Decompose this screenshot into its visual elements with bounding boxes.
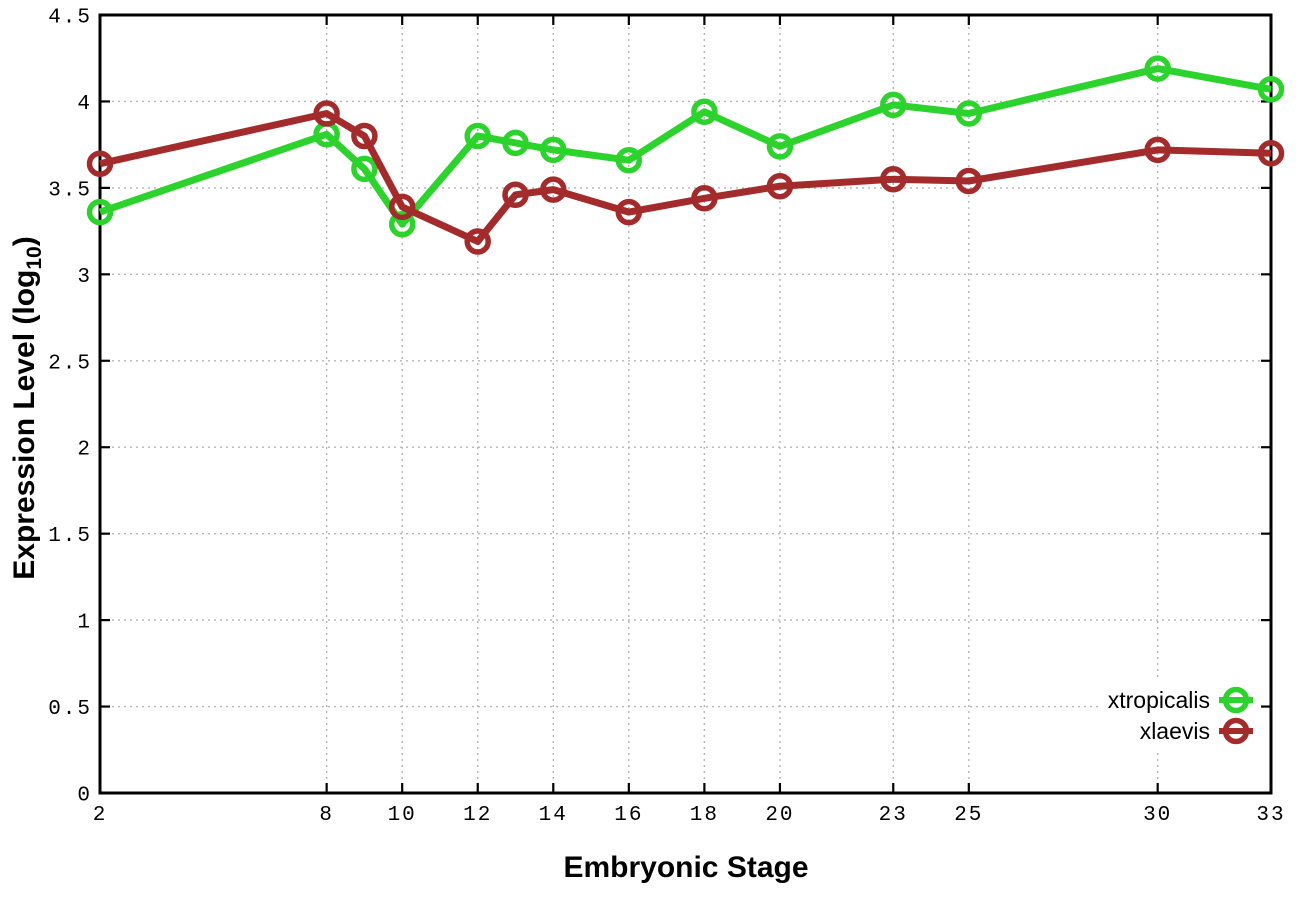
data-point-xtropicalis [1257, 76, 1285, 103]
data-point-xlaevis [502, 181, 529, 209]
x-tick-label: 14 [539, 804, 568, 827]
x-tick-label: 8 [319, 804, 334, 827]
x-tick-label: 33 [1256, 804, 1285, 827]
data-point-xtropicalis [351, 155, 378, 183]
y-tick-label: 3.5 [48, 179, 92, 202]
plot-border [98, 13, 1273, 795]
x-tick-label: 25 [954, 804, 983, 827]
data-point-xlaevis [880, 165, 907, 193]
y-tick-label: 0.5 [48, 698, 92, 721]
legend-sample-marker-xtropicalis [1222, 686, 1250, 714]
series-line-xlaevis [99, 110, 1272, 245]
x-tick-label: 10 [388, 804, 417, 827]
y-tick-label: 1 [77, 612, 92, 635]
data-point-xtropicalis [540, 136, 567, 164]
y-tick-label: 2 [77, 439, 92, 462]
x-tick-label: 18 [690, 804, 719, 827]
data-point-xtropicalis [615, 146, 643, 174]
data-point-xlaevis [955, 167, 983, 195]
y-axis-title: Expression Level (log10) [8, 236, 46, 579]
data-point-xtropicalis [464, 122, 491, 150]
y-tick-label: 2.5 [48, 352, 92, 375]
chart-generated-layers: 2 8 10 12 14 16 18 20 23 25 30 33 0 0.5 1 1.5 2 2.5 3 3.5 4 4… [48, 7, 1285, 827]
data-point-xtropicalis [766, 133, 794, 160]
y-tick-label: 0 [77, 785, 92, 808]
x-tick-label: 2 [93, 804, 108, 827]
x-tick-label: 20 [765, 804, 794, 827]
x-tick-label: 30 [1143, 804, 1172, 827]
data-point-xlaevis [615, 198, 643, 226]
data-point-xtropicalis [86, 198, 114, 226]
data-point-xtropicalis [691, 98, 718, 126]
y-tick-label: 4 [77, 93, 92, 116]
x-axis-title: Embryonic Stage [563, 851, 808, 884]
data-point-xtropicalis [955, 100, 983, 127]
x-tick-label: 16 [614, 804, 643, 827]
legend-samples [1219, 686, 1253, 745]
data-point-xlaevis [388, 193, 416, 221]
data-point-xlaevis [1257, 140, 1285, 167]
y-tick-label: 3 [77, 266, 92, 289]
data-point-xlaevis [313, 100, 340, 127]
x-tick-label: 23 [879, 804, 908, 827]
data-point-xtropicalis [880, 91, 907, 119]
data-point-xlaevis [1144, 136, 1171, 164]
legend-label-xlaevis: xlaevis [1140, 718, 1210, 744]
data-point-xlaevis [540, 176, 567, 203]
data-point-xlaevis [351, 122, 378, 150]
y-tick-label: 4.5 [48, 7, 92, 30]
data-point-xtropicalis [502, 129, 529, 157]
data-point-xlaevis [691, 185, 718, 212]
legend-label-xtropicalis: xtropicalis [1108, 687, 1210, 713]
data-point-xlaevis [464, 228, 491, 255]
data-point-xlaevis [766, 172, 794, 200]
legend-sample-marker-xlaevis [1222, 717, 1250, 745]
data-point-xtropicalis [1144, 55, 1171, 82]
x-tick-label: 12 [463, 804, 492, 827]
data-point-xlaevis [86, 150, 114, 177]
data-point-xtropicalis [388, 210, 416, 238]
y-tick-label: 1.5 [48, 525, 92, 548]
